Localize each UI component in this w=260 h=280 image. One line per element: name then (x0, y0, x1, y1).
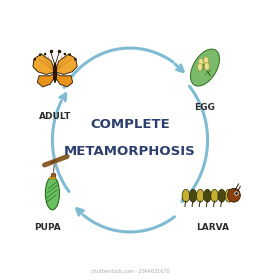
Ellipse shape (225, 189, 233, 202)
Polygon shape (55, 54, 77, 74)
Ellipse shape (191, 49, 219, 86)
Circle shape (49, 177, 52, 179)
Polygon shape (33, 54, 55, 74)
Circle shape (34, 58, 36, 61)
Ellipse shape (189, 189, 197, 202)
Circle shape (64, 53, 66, 55)
Text: EGG: EGG (194, 103, 216, 113)
Ellipse shape (211, 189, 218, 202)
Polygon shape (37, 73, 55, 87)
Text: PUPA: PUPA (34, 223, 61, 232)
Circle shape (228, 188, 240, 202)
Circle shape (44, 53, 46, 55)
Ellipse shape (45, 177, 60, 210)
Ellipse shape (53, 63, 57, 83)
Circle shape (51, 177, 54, 179)
Circle shape (69, 53, 71, 56)
Ellipse shape (204, 189, 211, 202)
Text: LARVA: LARVA (196, 223, 229, 232)
Ellipse shape (197, 189, 204, 202)
Ellipse shape (218, 189, 225, 202)
Text: METAMORPHOSIS: METAMORPHOSIS (64, 145, 196, 158)
Polygon shape (55, 73, 73, 87)
Text: shutterstock.com · 2064631670: shutterstock.com · 2064631670 (91, 269, 169, 274)
Ellipse shape (51, 173, 56, 178)
Ellipse shape (204, 57, 209, 65)
Ellipse shape (204, 62, 209, 70)
Circle shape (39, 53, 42, 56)
Text: ADULT: ADULT (39, 112, 71, 121)
Circle shape (74, 58, 76, 61)
Ellipse shape (198, 63, 203, 71)
Ellipse shape (182, 189, 190, 202)
Circle shape (53, 177, 55, 179)
Text: COMPLETE: COMPLETE (90, 118, 170, 131)
Ellipse shape (198, 58, 203, 66)
